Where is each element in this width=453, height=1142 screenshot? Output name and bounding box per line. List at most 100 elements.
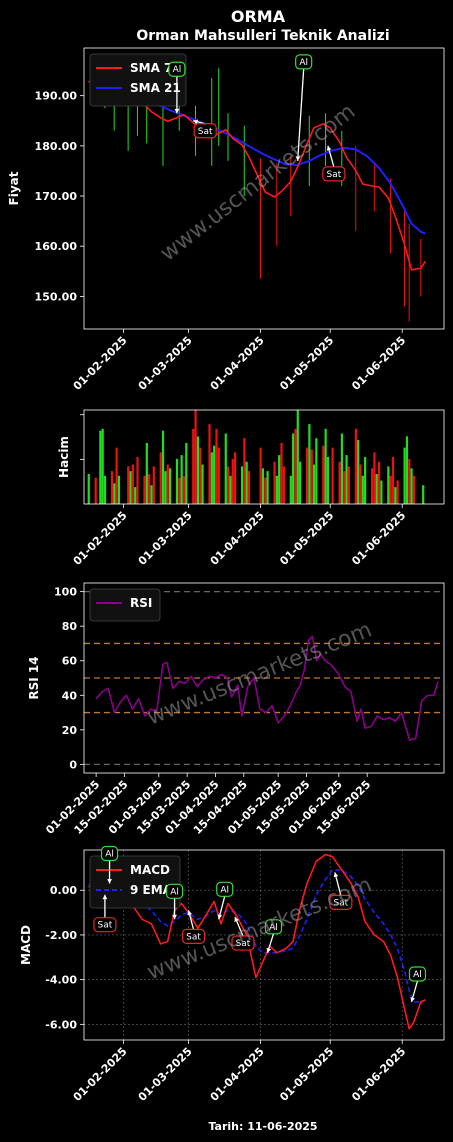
y-tick-label: 40 [62, 689, 78, 702]
y-axis-label: MACD [19, 925, 33, 965]
buy-signal-label [295, 54, 313, 70]
buy-signal-label [168, 61, 186, 77]
annotation-text: Al [269, 923, 278, 933]
volume-bar [343, 471, 346, 504]
volume-bar [375, 473, 378, 504]
volume-bar [347, 466, 350, 504]
volume-bar [227, 466, 230, 504]
plot-frame [83, 582, 445, 774]
volume-bar [175, 458, 179, 504]
volume-bar [410, 468, 413, 504]
plot-frame [83, 409, 445, 505]
volume-bar [103, 475, 107, 504]
annotation-text: Al [170, 887, 179, 897]
legend-box [89, 588, 161, 622]
sell-signal-label [181, 928, 206, 944]
volume-bar [117, 475, 121, 504]
y-tick-label: 190.00 [35, 90, 78, 103]
volume-bar [394, 487, 397, 504]
volume-bar [201, 464, 204, 504]
volume-bar [199, 447, 202, 504]
volume-bar [282, 466, 285, 504]
y-tick-label: 170.00 [35, 190, 78, 203]
volume-bar [194, 410, 197, 504]
volume-bar [110, 471, 114, 504]
annotation-arrowhead [187, 910, 192, 916]
volume-bar [280, 442, 283, 504]
annotation-arrowhead [333, 872, 339, 878]
volume-bar [152, 466, 155, 504]
annotation-text: Al [413, 970, 422, 980]
volume-bar [345, 455, 348, 504]
buy-signal-label [408, 966, 427, 982]
volume-bar [136, 457, 139, 504]
volume-bar [278, 455, 281, 504]
y-axis-label: Hacim [57, 436, 71, 478]
buy-signal-label [165, 883, 184, 899]
annotation-arrowhead [326, 145, 332, 151]
legend-label: SMA 7 [130, 61, 172, 75]
annotation-text: Sat [333, 898, 348, 908]
y-tick-label: 20 [62, 724, 78, 737]
volume-bar [185, 442, 188, 504]
plot-frame [83, 47, 445, 330]
volume-bar [229, 475, 232, 504]
volume-bar [115, 447, 118, 504]
volume-bar [168, 468, 172, 504]
sell-signal-label [329, 894, 353, 910]
buy-signal-label [100, 845, 119, 862]
volume-bar [373, 452, 376, 504]
volume-bar [159, 452, 162, 504]
volume-bar [408, 458, 411, 504]
annotation-arrowhead [266, 947, 272, 953]
y-tick-label: 60 [62, 655, 78, 668]
y-axis-label: Fiyat [7, 171, 21, 205]
volume-bar [389, 475, 392, 504]
volume-bar [182, 475, 186, 504]
volume-bar [129, 471, 132, 504]
volume-bar [264, 477, 267, 504]
volume-bar [178, 477, 181, 504]
volume-bar [289, 475, 292, 504]
volume-bar [396, 480, 399, 504]
annotation-arrowhead [102, 894, 108, 900]
volume-bar [338, 461, 341, 504]
volume-bar [412, 475, 416, 504]
chart-subtitle: Orman Mahsulleri Teknik Analizi [136, 28, 389, 44]
volume-bar [322, 445, 325, 504]
volume-bar [196, 436, 200, 504]
volume-bar [215, 428, 218, 504]
y-tick-label: 180.00 [35, 140, 78, 153]
volume-bar [292, 433, 295, 504]
y-tick-label: 160.00 [35, 240, 78, 253]
volume-bar [208, 424, 211, 504]
volume-bar [387, 466, 390, 504]
volume-bar [405, 436, 409, 504]
volume-bar [266, 471, 269, 504]
volume-bar [245, 461, 248, 504]
volume-bar [161, 430, 165, 504]
volume-bar [326, 457, 330, 504]
volume-bar [240, 466, 244, 504]
y-tick-label: -4.00 [45, 974, 77, 987]
volume-bar [213, 445, 216, 504]
volume-bar [275, 475, 278, 504]
volume-bar [131, 464, 134, 504]
annotation-text: Al [299, 58, 308, 68]
annotation-arrowhead [193, 119, 198, 125]
footer-date: Tarih: 11-06-2025 [208, 1120, 317, 1133]
volume-bar [150, 485, 153, 504]
volume-bar [324, 428, 327, 504]
volume-bar [99, 430, 102, 504]
annotation-arrowhead [107, 879, 112, 884]
volume-bar [231, 458, 234, 504]
volume-bar [391, 457, 395, 504]
y-tick-label: 0.00 [50, 884, 77, 897]
legend-label: MACD [130, 863, 170, 877]
volume-bar [422, 485, 425, 504]
annotation-text: Al [220, 885, 229, 895]
annotation-text: Sat [236, 939, 251, 949]
annotation-arrowhead [172, 914, 177, 920]
